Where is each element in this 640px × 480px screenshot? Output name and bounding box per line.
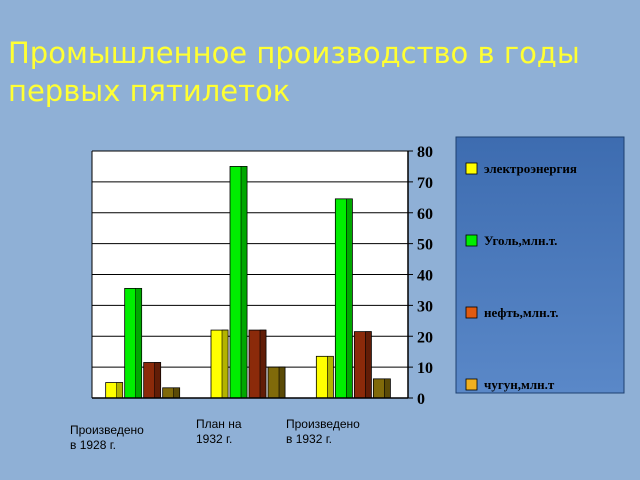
bar — [229, 166, 248, 399]
legend-label: электроэнергия — [484, 161, 577, 176]
x-category-label: План на 1932 г. — [196, 417, 242, 446]
y-axis: 0 10 20 30 40 50 60 70 80 — [91, 144, 433, 408]
bar — [315, 355, 334, 399]
bar — [210, 329, 229, 399]
y-tick-label: 70 — [417, 175, 433, 192]
y-tick-label: 30 — [417, 298, 433, 315]
bar — [162, 387, 181, 399]
bar — [248, 329, 267, 399]
bar — [372, 378, 391, 399]
y-tick-label: 20 — [417, 329, 433, 346]
bar — [105, 382, 124, 399]
bar — [124, 287, 143, 399]
legend: электроэнергия Уголь,млн.т. нефть,млн.т. чу… — [455, 136, 625, 394]
legend-swatch — [465, 234, 478, 247]
bar-side — [154, 362, 161, 399]
legend-label: нефть,млн.т. — [484, 305, 558, 320]
bar-side — [116, 382, 123, 399]
legend-swatch — [465, 378, 478, 391]
y-tick-label: 10 — [417, 360, 433, 377]
y-tick-label: 80 — [417, 144, 433, 161]
slide-title: Промышленное производство в годы первых … — [8, 36, 580, 108]
bar-side — [173, 387, 180, 399]
y-tick-label: 40 — [417, 268, 433, 285]
bar-side — [365, 331, 372, 399]
bar-side — [384, 378, 391, 399]
y-tick-label: 50 — [417, 237, 433, 254]
bar — [353, 331, 372, 399]
legend-label: Уголь,млн.т. — [484, 233, 557, 248]
bar — [267, 366, 286, 399]
bar-side — [278, 366, 286, 399]
bar — [143, 362, 162, 399]
legend-label: чугун,млн.т — [484, 377, 555, 392]
bar-side — [240, 166, 248, 399]
bar-side — [221, 329, 229, 399]
bar — [334, 198, 353, 399]
legend-box — [455, 136, 625, 394]
bar-side — [327, 356, 334, 399]
legend-swatch — [465, 162, 478, 175]
bar-side — [259, 329, 267, 399]
bar-side — [346, 198, 353, 399]
legend-swatch — [465, 306, 478, 319]
y-tick-label: 60 — [417, 206, 433, 223]
y-tick-label: 0 — [417, 391, 425, 408]
x-category-label: Произведено в 1932 г. — [286, 417, 360, 446]
x-category-label: Произведено в 1928 г. — [70, 423, 144, 452]
bar-side — [135, 288, 142, 399]
bars — [105, 166, 391, 399]
